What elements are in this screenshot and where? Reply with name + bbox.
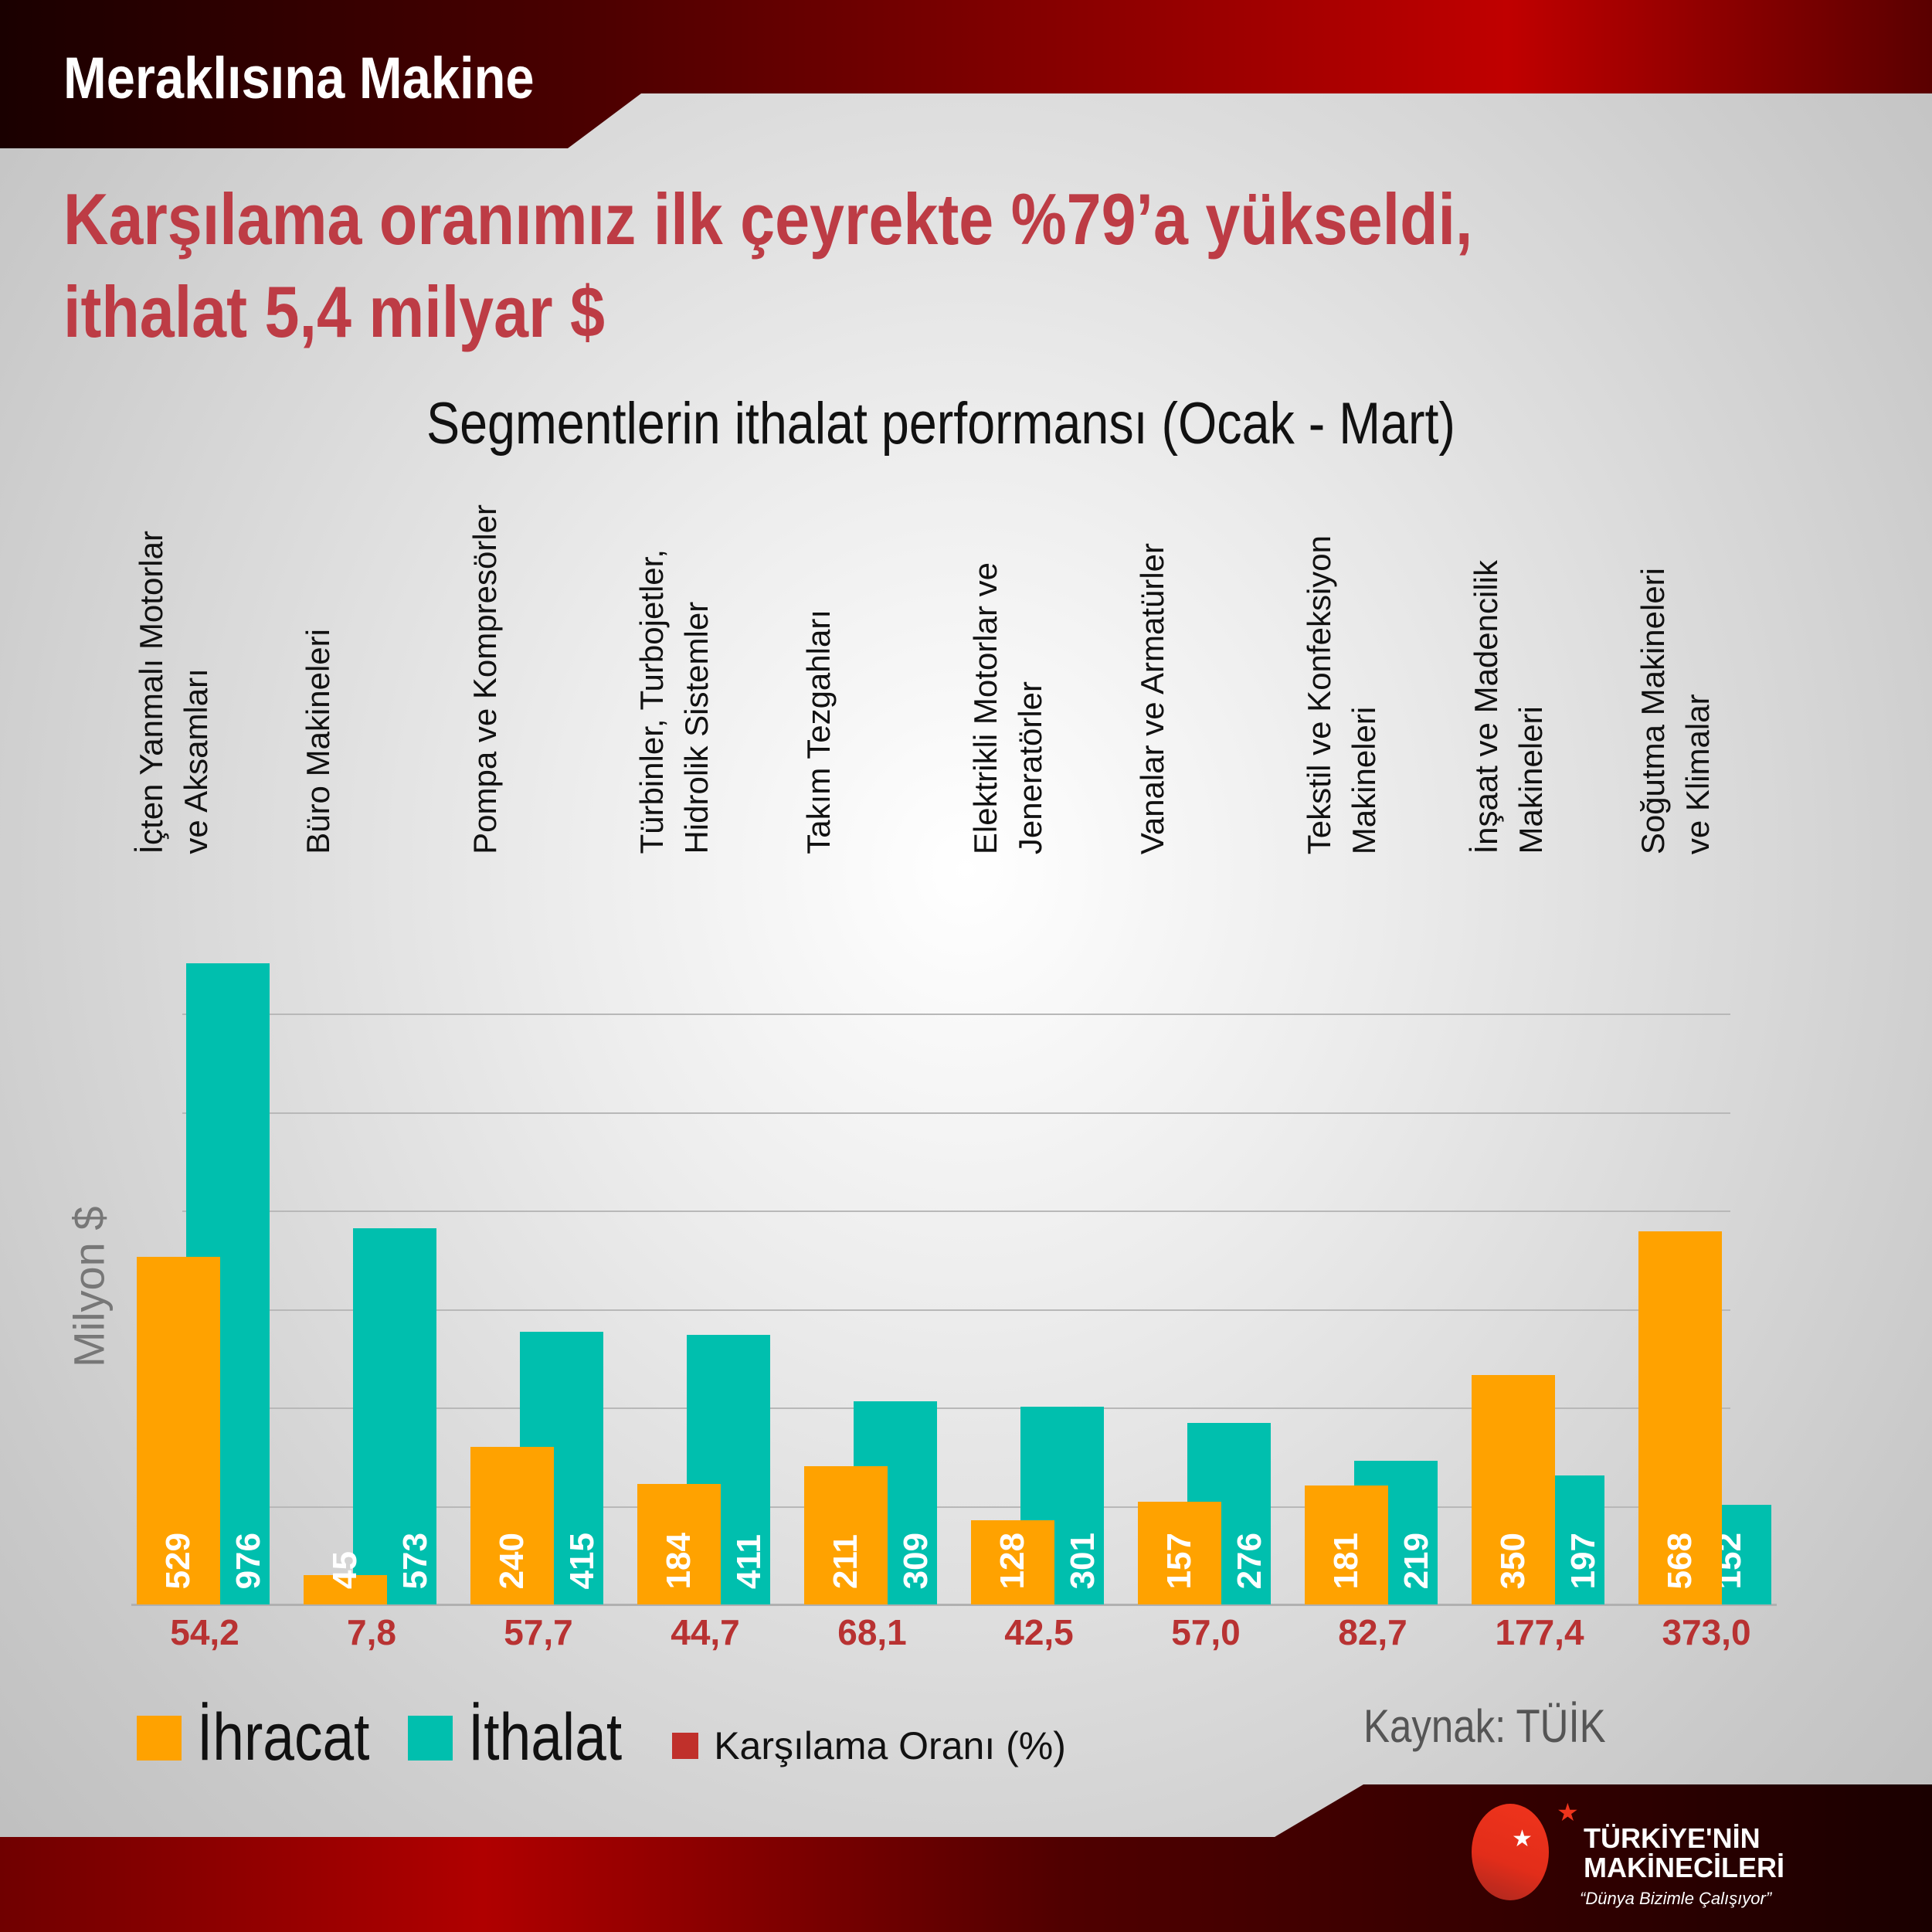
bar-value-label: 197 (1564, 1532, 1602, 1589)
bar-ihracat: 350 (1472, 1374, 1555, 1604)
source-note: Kaynak: TÜİK (1363, 1700, 1606, 1752)
legend-label-ithalat: İthalat (467, 1700, 623, 1774)
star-icon: ★ (1512, 1826, 1533, 1852)
ratio-label: 373,0 (1662, 1612, 1751, 1652)
bar-value-label: 184 (660, 1532, 698, 1589)
logo-circle (1472, 1804, 1549, 1900)
bar-value-label: 411 (730, 1534, 768, 1589)
bar-value-label: 211 (827, 1534, 864, 1589)
bar-ihracat: 211 (804, 1465, 888, 1604)
legend-label-ihracat: İhracat (197, 1700, 370, 1774)
bar-ihracat: 128 (971, 1520, 1054, 1604)
gridline (182, 1210, 1730, 1212)
bar-ihracat: 181 (1305, 1486, 1388, 1604)
bar-value-label: 219 (1397, 1532, 1435, 1589)
bar-ihracat: 157 (1138, 1501, 1221, 1604)
ratio-label: 44,7 (671, 1612, 740, 1652)
logo-slogan: “Dünya Bizimle Çalışıyor” (1580, 1889, 1772, 1908)
y-axis-label: Milyon $ (64, 1206, 114, 1367)
gridline (182, 1112, 1730, 1114)
ratio-label: 54,2 (170, 1612, 239, 1652)
ratio-label: 57,7 (504, 1612, 573, 1652)
ratio-label: 7,8 (347, 1612, 396, 1652)
bar-value-label: 45 (326, 1551, 364, 1589)
gridline (182, 1014, 1730, 1015)
ratio-label: 68,1 (837, 1612, 907, 1652)
star-icon: ★ (1557, 1798, 1579, 1826)
legend-swatch-ratio (672, 1732, 699, 1759)
bar-value-label: 240 (493, 1532, 531, 1589)
category-label: Soğutma Makineleri ve Klimalar (1635, 567, 1716, 854)
chart-title: Segmentlerin ithalat performansı (Ocak -… (426, 391, 1455, 457)
category-label: Pompa ve Kompresörler (467, 504, 503, 854)
legend-swatch-ithalat (407, 1715, 453, 1761)
bar-value-label: 276 (1231, 1532, 1268, 1589)
logo-line1: TÜRKİYE'NİN (1584, 1822, 1761, 1854)
category-label: Takım Tezgahları (800, 609, 837, 854)
bar-ithalat: 573 (353, 1227, 436, 1604)
category-label: Türbinler, Turbojetler, Hidrolik Sisteml… (633, 549, 715, 854)
bar-ihracat: 568 (1638, 1231, 1722, 1604)
gridline (182, 1309, 1730, 1311)
ratio-label: 42,5 (1004, 1612, 1074, 1652)
logo-line2: MAKİNECİLERİ (1584, 1852, 1784, 1883)
bar-value-label: 157 (1160, 1532, 1198, 1589)
headline-line2: ithalat 5,4 milyar $ (63, 271, 605, 352)
gridline (182, 1506, 1730, 1508)
x-axis-line (131, 1604, 1777, 1606)
bar-value-label: 301 (1064, 1532, 1102, 1589)
ratio-label: 82,7 (1338, 1612, 1407, 1652)
headline-line1: Karşılama oranımız ilk çeyrekte %79’a yü… (63, 178, 1473, 260)
bar-value-label: 128 (993, 1532, 1031, 1589)
bar-ihracat: 45 (304, 1551, 387, 1604)
bar-value-label: 181 (1327, 1532, 1365, 1589)
legend: İhracat İthalat Karşılama Oranı (%) (137, 1699, 1066, 1776)
bar-value-label: 309 (897, 1532, 935, 1589)
ratio-label: 57,0 (1171, 1612, 1241, 1652)
legend-swatch-ihracat (137, 1715, 182, 1761)
bar-ihracat: 184 (637, 1483, 721, 1604)
category-label: Elektrikli Motorlar ve Jeneratörler (967, 562, 1048, 854)
category-label: İçten Yanmalı Motorlar ve Aksamları (133, 531, 214, 854)
bar-value-label: 573 (396, 1532, 434, 1589)
bar-value-label: 415 (563, 1532, 601, 1589)
bar-value-label: 568 (1661, 1532, 1699, 1589)
category-label: Vanalar ve Armatürler (1134, 542, 1170, 854)
bar-value-label: 976 (229, 1532, 267, 1589)
legend-label-ratio: Karşılama Oranı (%) (714, 1723, 1066, 1767)
bar-ihracat: 529 (137, 1257, 220, 1604)
category-label: Tekstil ve Konfeksiyon Makineleri (1301, 535, 1382, 854)
ratio-label: 177,4 (1495, 1612, 1584, 1652)
category-label: İnşaat ve Madencilik Makineleri (1468, 560, 1549, 854)
bar-value-label: 529 (159, 1532, 197, 1589)
gridline (182, 1407, 1730, 1409)
bar-value-label: 350 (1494, 1532, 1532, 1589)
category-label: Büro Makineleri (300, 629, 336, 854)
brand-title: Meraklısına Makine (63, 46, 535, 111)
bar-ihracat: 240 (470, 1447, 554, 1604)
